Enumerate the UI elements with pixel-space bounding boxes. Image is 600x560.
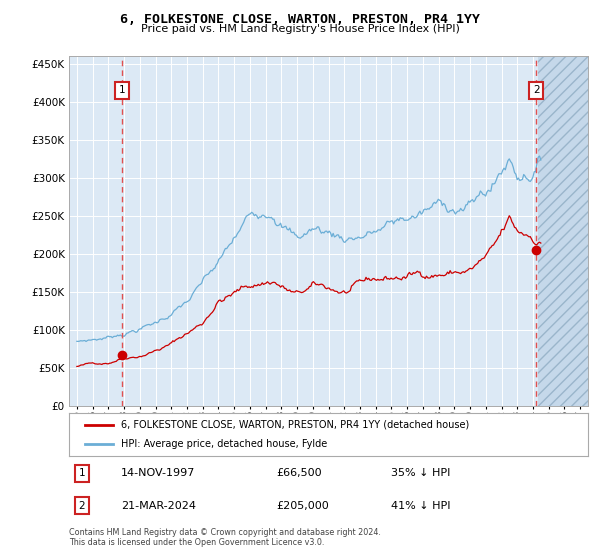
Text: £66,500: £66,500 bbox=[277, 468, 322, 478]
Text: 21-MAR-2024: 21-MAR-2024 bbox=[121, 501, 196, 511]
Bar bbox=[538, 56, 588, 406]
Text: 6, FOLKESTONE CLOSE, WARTON, PRESTON, PR4 1YY: 6, FOLKESTONE CLOSE, WARTON, PRESTON, PR… bbox=[120, 13, 480, 26]
Text: 41% ↓ HPI: 41% ↓ HPI bbox=[391, 501, 450, 511]
Bar bbox=[538, 56, 588, 406]
Text: HPI: Average price, detached house, Fylde: HPI: Average price, detached house, Fyld… bbox=[121, 439, 327, 449]
Text: 14-NOV-1997: 14-NOV-1997 bbox=[121, 468, 195, 478]
Text: Price paid vs. HM Land Registry's House Price Index (HPI): Price paid vs. HM Land Registry's House … bbox=[140, 24, 460, 34]
Text: 2: 2 bbox=[79, 501, 85, 511]
Text: 2: 2 bbox=[533, 85, 540, 95]
Text: 35% ↓ HPI: 35% ↓ HPI bbox=[391, 468, 450, 478]
Text: 1: 1 bbox=[119, 85, 125, 95]
Text: Contains HM Land Registry data © Crown copyright and database right 2024.
This d: Contains HM Land Registry data © Crown c… bbox=[69, 528, 381, 547]
Text: 6, FOLKESTONE CLOSE, WARTON, PRESTON, PR4 1YY (detached house): 6, FOLKESTONE CLOSE, WARTON, PRESTON, PR… bbox=[121, 420, 469, 430]
Text: £205,000: £205,000 bbox=[277, 501, 329, 511]
Text: 1: 1 bbox=[79, 468, 85, 478]
